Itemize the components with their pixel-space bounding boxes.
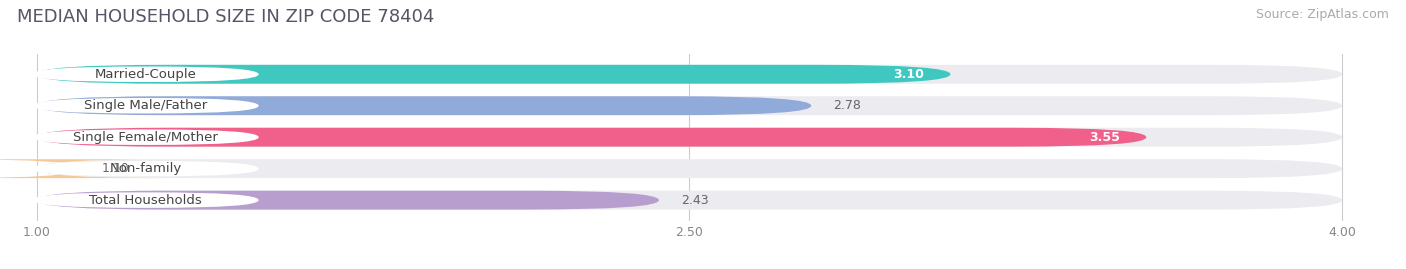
- Text: Non-family: Non-family: [110, 162, 181, 175]
- FancyBboxPatch shape: [37, 65, 1343, 84]
- FancyBboxPatch shape: [37, 96, 811, 115]
- Text: 2.43: 2.43: [681, 194, 709, 207]
- FancyBboxPatch shape: [37, 96, 1343, 115]
- Text: Single Female/Mother: Single Female/Mother: [73, 131, 218, 144]
- FancyBboxPatch shape: [32, 66, 259, 82]
- FancyBboxPatch shape: [32, 98, 259, 114]
- FancyBboxPatch shape: [32, 161, 259, 176]
- FancyBboxPatch shape: [37, 191, 1343, 210]
- FancyBboxPatch shape: [37, 191, 659, 210]
- Text: Single Male/Father: Single Male/Father: [84, 99, 207, 112]
- FancyBboxPatch shape: [32, 192, 259, 208]
- Text: Source: ZipAtlas.com: Source: ZipAtlas.com: [1256, 8, 1389, 21]
- FancyBboxPatch shape: [37, 128, 1146, 147]
- FancyBboxPatch shape: [37, 65, 950, 84]
- FancyBboxPatch shape: [37, 128, 1343, 147]
- Text: 2.78: 2.78: [832, 99, 860, 112]
- Text: 1.10: 1.10: [103, 162, 129, 175]
- Text: Total Households: Total Households: [89, 194, 202, 207]
- FancyBboxPatch shape: [32, 129, 259, 145]
- Text: Married-Couple: Married-Couple: [94, 68, 197, 81]
- FancyBboxPatch shape: [0, 159, 167, 178]
- FancyBboxPatch shape: [37, 159, 1343, 178]
- Text: 3.10: 3.10: [893, 68, 924, 81]
- Text: 3.55: 3.55: [1090, 131, 1121, 144]
- Text: MEDIAN HOUSEHOLD SIZE IN ZIP CODE 78404: MEDIAN HOUSEHOLD SIZE IN ZIP CODE 78404: [17, 8, 434, 26]
